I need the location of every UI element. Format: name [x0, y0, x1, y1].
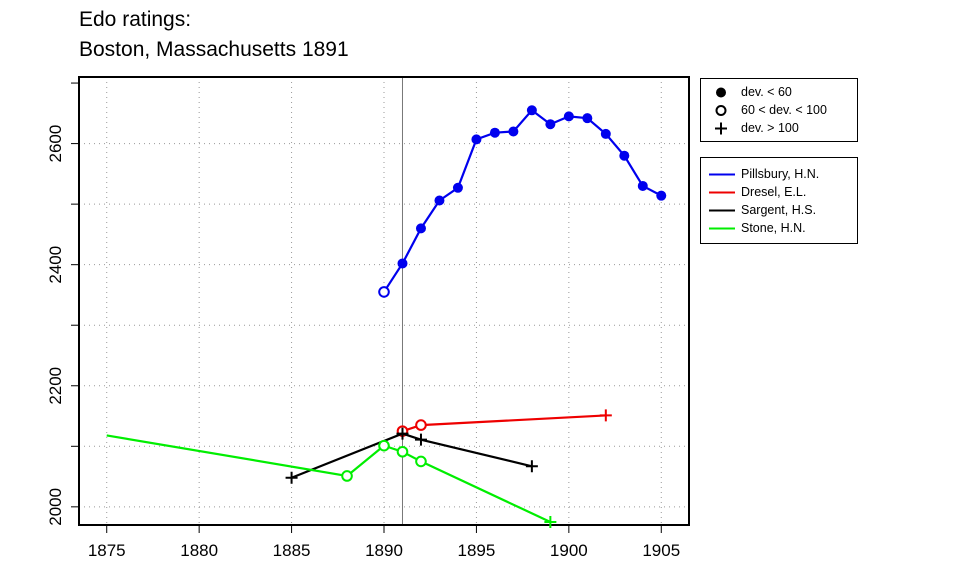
data-point-filled — [415, 223, 426, 234]
data-point-filled — [600, 128, 611, 139]
series-legend-item: Dresel, E.L. — [701, 184, 857, 201]
marker-legend-item: dev. > 100 — [701, 120, 857, 137]
data-point-open — [341, 470, 353, 482]
series-legend-item: Pillsbury, H.N. — [701, 166, 857, 183]
data-point-open — [415, 455, 427, 468]
data-point-filled — [508, 126, 519, 137]
marker-legend-item: dev. < 60 — [701, 84, 857, 101]
data-point-filled — [656, 190, 667, 201]
series-legend: Pillsbury, H.N. Dresel, E.L. Sargent, H.S.… — [700, 157, 858, 244]
data-point-filled — [471, 134, 482, 145]
series-legend-item: Stone, H.N. — [701, 220, 857, 237]
data-point-filled — [545, 119, 556, 130]
x-tick-label: 1895 — [458, 541, 496, 560]
series-legend-item-symbol — [707, 166, 735, 183]
series-line — [402, 414, 606, 433]
data-point-plus — [414, 433, 427, 446]
series-legend-item-symbol — [707, 184, 735, 201]
marker-legend-item-label: 60 < dev. < 100 — [741, 103, 827, 117]
data-point-plus — [396, 427, 409, 440]
data-point-filled — [452, 182, 463, 193]
x-tick-label: 1885 — [273, 541, 311, 560]
data-point-filled — [563, 111, 574, 122]
data-point-open — [396, 445, 409, 458]
series-line — [291, 432, 533, 479]
y-tick-label: 2200 — [46, 367, 65, 405]
marker-legend: dev. < 60 60 < dev. < 100 dev. > 100 — [700, 78, 858, 142]
data-point-plus — [544, 515, 557, 528]
series-legend-item-label: Sargent, H.S. — [741, 203, 817, 217]
series-line — [383, 108, 662, 293]
marker-legend-item: 60 < dev. < 100 — [701, 102, 857, 119]
y-tick-label: 2000 — [46, 488, 65, 526]
series-legend-item-label: Pillsbury, H.N. — [741, 167, 820, 181]
series-legend-item: Sargent, H.S. — [701, 202, 857, 219]
x-tick-label: 1900 — [550, 541, 588, 560]
data-point-filled — [582, 113, 593, 124]
data-point-filled — [619, 150, 630, 161]
data-point-plus — [599, 409, 612, 422]
marker-legend-item-label: dev. > 100 — [741, 121, 799, 135]
data-point-plus — [285, 471, 298, 484]
data-point-open — [415, 419, 427, 431]
chart-title-line-1: Edo ratings: — [79, 8, 192, 31]
data-point-plus — [525, 460, 538, 473]
chart-title-line-2: Boston, Massachusetts 1891 — [79, 38, 349, 61]
x-tick-label: 1905 — [642, 541, 680, 560]
marker-legend-item-symbol — [707, 84, 735, 101]
y-tick-label: 2600 — [46, 125, 65, 163]
x-tick-label: 1880 — [180, 541, 218, 560]
series-line — [106, 434, 551, 523]
y-tick-label: 2400 — [46, 246, 65, 284]
series-legend-item-label: Dresel, E.L. — [741, 185, 807, 199]
data-point-filled — [637, 180, 648, 191]
data-point-open — [378, 439, 390, 452]
marker-legend-item-label: dev. < 60 — [741, 85, 792, 99]
data-point-filled — [397, 258, 408, 269]
x-tick-label: 1875 — [88, 541, 126, 560]
data-point-open — [378, 286, 390, 298]
series-legend-item-label: Stone, H.N. — [741, 221, 806, 235]
x-tick-label: 1890 — [365, 541, 403, 560]
data-point-filled — [434, 195, 445, 206]
series-legend-item-symbol — [707, 202, 735, 219]
marker-legend-item-symbol — [707, 120, 735, 137]
series-legend-item-symbol — [707, 220, 735, 237]
data-point-filled — [526, 105, 537, 116]
data-point-filled — [489, 127, 500, 138]
marker-legend-item-symbol — [707, 102, 735, 119]
